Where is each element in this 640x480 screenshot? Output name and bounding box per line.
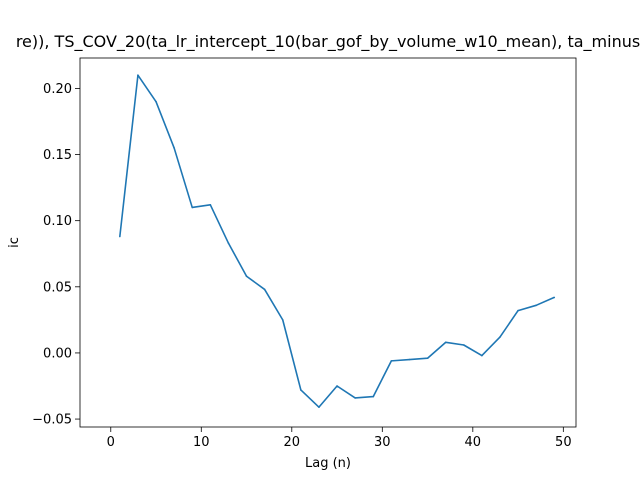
data-point <box>227 242 230 244</box>
y-tick-label: 0.10 <box>43 214 72 229</box>
data-point <box>318 406 320 408</box>
data-point <box>209 204 212 206</box>
axis-ticks: 0 10 20 30 40 50 −0.05 0.00 0.05 0.10 0.15 0.20 <box>32 82 571 450</box>
data-point <box>191 206 194 209</box>
data-point <box>390 360 393 362</box>
axes-frame <box>79 57 577 428</box>
x-tick-label: 0 <box>107 435 115 450</box>
data-point <box>553 296 556 299</box>
data-point <box>137 74 139 76</box>
data-point <box>444 341 447 344</box>
y-tick-label: 0.05 <box>43 280 72 295</box>
y-tick-label: 0.20 <box>43 82 72 97</box>
y-axis-label: ic <box>7 237 22 248</box>
data-point <box>119 235 121 238</box>
data-point <box>426 357 429 360</box>
x-tick-label: 20 <box>284 435 301 450</box>
data-point <box>462 344 465 346</box>
x-tick-label: 10 <box>193 435 210 450</box>
data-point <box>263 288 266 291</box>
y-tick-label: −0.05 <box>32 413 72 428</box>
data-point <box>300 389 302 391</box>
data-point <box>372 395 375 398</box>
x-tick-label: 50 <box>555 435 572 450</box>
data-point <box>481 354 483 357</box>
x-tick-label: 40 <box>465 435 482 450</box>
data-point <box>354 397 356 399</box>
data-point <box>517 309 519 312</box>
data-point <box>408 358 411 361</box>
plot-area <box>119 74 556 408</box>
x-axis-label: Lag (n) <box>305 456 351 471</box>
x-tick-label: 30 <box>374 435 391 450</box>
y-tick-label: 0.00 <box>43 346 72 361</box>
y-tick-label: 0.15 <box>43 148 72 163</box>
data-point <box>245 275 248 278</box>
data-point <box>155 100 157 103</box>
data-point <box>535 304 537 307</box>
data-point <box>281 319 284 321</box>
chart-title: re)), TS_COV_20(ta_lr_intercept_10(bar_g… <box>16 32 640 52</box>
data-point <box>499 336 501 338</box>
data-point <box>336 385 338 387</box>
data-point <box>173 147 175 149</box>
